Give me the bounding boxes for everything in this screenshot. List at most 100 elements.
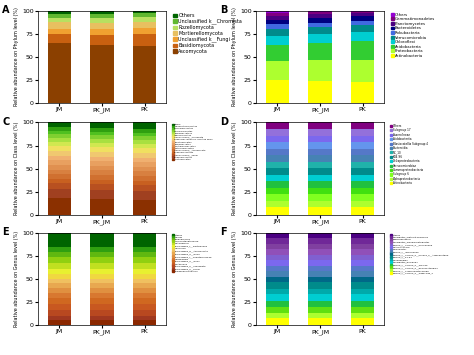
Bar [351, 136, 374, 142]
Bar [265, 155, 289, 162]
Bar [90, 132, 114, 135]
Bar [133, 133, 156, 136]
Bar [265, 36, 289, 45]
Bar [90, 139, 114, 143]
Bar [90, 199, 114, 215]
Bar [90, 29, 114, 35]
Bar [351, 12, 374, 13]
Bar [90, 128, 114, 132]
Bar [265, 260, 289, 266]
Bar [47, 304, 71, 310]
Legend: Others, Subgroup 17, Anaerolineae, Acidobacteriia, Blastocatellia Subgroup 4, Ba: Others, Subgroup 17, Anaerolineae, Acido… [390, 124, 428, 185]
Bar [308, 122, 332, 129]
Bar [308, 142, 332, 149]
Bar [351, 301, 374, 307]
Bar [265, 162, 289, 168]
Bar [308, 181, 332, 188]
Bar [47, 29, 71, 34]
Bar [265, 181, 289, 188]
Bar [133, 162, 156, 167]
Bar [133, 46, 156, 103]
Bar [47, 283, 71, 288]
Bar [308, 238, 332, 244]
Text: F: F [220, 227, 227, 237]
Bar [265, 271, 289, 277]
Bar [133, 316, 156, 320]
Bar [265, 282, 289, 289]
Bar [308, 149, 332, 155]
Bar [308, 313, 332, 318]
Bar [90, 147, 114, 152]
Bar [133, 148, 156, 153]
Bar [265, 24, 289, 29]
Bar [351, 318, 374, 325]
Bar [265, 29, 289, 36]
Bar [308, 201, 332, 207]
Bar [351, 162, 374, 168]
Bar [133, 28, 156, 34]
Bar [351, 60, 374, 82]
Bar [351, 149, 374, 155]
Bar [90, 184, 114, 190]
Bar [351, 155, 374, 162]
Bar [133, 233, 156, 247]
Legend: Others, Microbotryomycetes, Saccharomycetes, Tremellomycetes, Pezizomycetes2, Ag: Others, Microbotryomycetes, Saccharomyce… [172, 124, 213, 160]
Bar [351, 16, 374, 21]
Bar [47, 135, 71, 138]
Bar [265, 142, 289, 149]
Legend: Others, Nauria, Paranamyces, Gymnostellatospora, Metarhizium, unclassified_f__Ne: Others, Nauria, Paranamyces, Gymnostella… [172, 234, 212, 272]
Bar [47, 43, 71, 103]
Bar [47, 131, 71, 135]
Bar [133, 158, 156, 162]
Bar [133, 274, 156, 279]
Bar [265, 175, 289, 181]
Bar [308, 260, 332, 266]
Bar [47, 179, 71, 184]
Bar [308, 266, 332, 271]
Bar [351, 271, 374, 277]
Y-axis label: Relative abundance on Genus level (%): Relative abundance on Genus level (%) [232, 231, 237, 327]
Bar [90, 268, 114, 274]
Bar [90, 143, 114, 147]
Bar [265, 266, 289, 271]
Bar [308, 244, 332, 249]
Bar [90, 190, 114, 199]
Bar [47, 247, 71, 252]
Bar [351, 313, 374, 318]
Bar [133, 171, 156, 176]
Bar [47, 34, 71, 43]
Bar [351, 282, 374, 289]
Bar [351, 188, 374, 194]
Bar [90, 23, 114, 29]
Y-axis label: Relative abundance on Class level (%): Relative abundance on Class level (%) [14, 122, 19, 215]
Bar [308, 282, 332, 289]
Bar [351, 307, 374, 313]
Bar [265, 20, 289, 24]
Bar [90, 175, 114, 180]
Bar [351, 233, 374, 238]
Bar [308, 81, 332, 103]
Bar [133, 185, 156, 191]
Legend: Others, Gemmatimonadetes, Planctomycetes, Bacteroidetes, Rokubacteria, Verrucomi: Others, Gemmatimonadetes, Planctomycetes… [391, 12, 435, 58]
Bar [351, 266, 374, 271]
Bar [308, 294, 332, 301]
Bar [133, 263, 156, 268]
Bar [47, 147, 71, 151]
Bar [265, 238, 289, 244]
Bar [265, 318, 289, 325]
Bar [90, 152, 114, 157]
Text: B: B [220, 5, 228, 15]
Bar [133, 167, 156, 171]
Bar [47, 288, 71, 294]
Bar [265, 13, 289, 16]
Bar [90, 257, 114, 263]
Bar [90, 180, 114, 184]
Bar [308, 194, 332, 201]
Bar [90, 161, 114, 166]
Bar [308, 155, 332, 162]
Bar [308, 207, 332, 215]
Bar [308, 12, 332, 14]
Bar [265, 313, 289, 318]
Bar [133, 191, 156, 200]
Text: A: A [2, 5, 9, 15]
